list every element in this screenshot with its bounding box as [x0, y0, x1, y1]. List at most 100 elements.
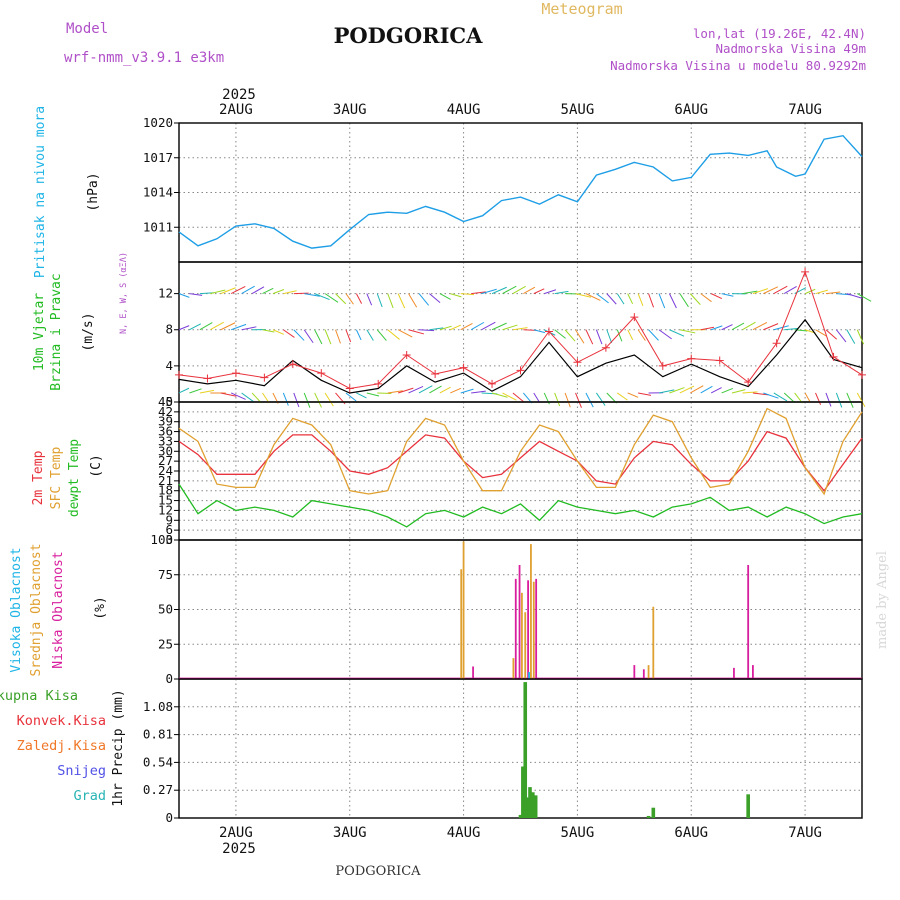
footer-title: PODGORICA — [335, 864, 421, 879]
wind-barb — [533, 288, 545, 295]
wind-barb — [314, 293, 330, 301]
wind-gust-marker — [715, 356, 724, 365]
precip-bar — [533, 795, 538, 818]
wind-barb — [272, 329, 284, 335]
temp-ytick-label: 6 — [165, 522, 173, 537]
cloud-ytick-label: 50 — [158, 602, 173, 617]
wind-barb — [450, 387, 462, 394]
wind-barb — [356, 392, 367, 399]
wind-barb — [825, 392, 832, 407]
wind-gust-marker — [374, 379, 383, 388]
temp-side-label-1: 2m Temp — [31, 450, 46, 505]
wind-barb — [825, 329, 838, 340]
wind-barb — [846, 293, 863, 299]
wind-speed-line — [178, 318, 863, 394]
wind-barb — [679, 385, 695, 394]
wind-barb — [397, 387, 414, 394]
wind-barb — [648, 293, 655, 308]
wind-barb — [481, 288, 497, 295]
wind-barb — [638, 392, 652, 396]
wind-barb — [366, 392, 380, 397]
bottom-day-label: 4AUG — [447, 825, 481, 841]
wind-gust-marker — [801, 267, 810, 276]
wind-barb — [773, 285, 788, 295]
wind-barb — [251, 286, 265, 295]
wind-barb — [418, 329, 435, 332]
precip-legend-conv: Konvek.Kisa — [17, 713, 106, 729]
wind-barb — [564, 392, 571, 408]
temp-ytick-label: 3 — [165, 532, 173, 547]
wind-barb — [366, 293, 373, 306]
wind-barb — [585, 392, 594, 408]
wind-barb — [283, 329, 295, 338]
wind-barb — [439, 293, 451, 300]
wind-barb — [752, 321, 768, 331]
wind-barb — [846, 392, 854, 408]
wind-barb — [324, 329, 332, 345]
wind-barb — [418, 385, 433, 394]
wind-barb — [627, 329, 634, 341]
temp-side-label-3: dewpt Temp — [67, 439, 82, 517]
bottom-day-label: 6AUG — [674, 825, 708, 841]
wind-barb — [721, 293, 734, 297]
wind-barb — [408, 385, 424, 394]
pressure-ytick-label: 1011 — [143, 219, 173, 234]
wind-barb — [721, 387, 733, 394]
cloud-ytick-label: 75 — [158, 567, 173, 582]
wind-barb — [178, 387, 190, 394]
wind-barb — [742, 321, 756, 331]
wind-barb — [585, 329, 594, 345]
wind-barb — [210, 289, 226, 295]
wind-barb — [815, 329, 827, 337]
wind-barb — [303, 392, 311, 408]
wind-barb — [460, 293, 475, 296]
precip-panel: 0 0.27 0.54 0.81 1.08 — [143, 678, 863, 825]
wind-barb — [690, 385, 704, 394]
wind-gust-marker — [687, 354, 696, 363]
precip-bar — [531, 792, 535, 818]
wind-barb — [575, 293, 592, 298]
pressure-line — [178, 134, 863, 249]
wind-barb — [857, 293, 872, 302]
wind-barb — [721, 324, 733, 331]
top-day-label: 3AUG — [333, 102, 367, 118]
wind-barb — [804, 288, 816, 295]
wind-barb — [783, 392, 796, 404]
temp-ytick-label: 15 — [158, 493, 173, 508]
wind-barb — [282, 392, 289, 406]
wind-barb — [679, 329, 696, 334]
temp-dewpt-line — [178, 483, 863, 528]
wind-barb — [491, 286, 507, 295]
precip-legend-hail: Grad — [73, 788, 106, 804]
wind-barb — [512, 392, 525, 403]
wind-barb — [815, 289, 829, 295]
wind-barb — [533, 392, 541, 404]
wind-barb — [856, 329, 865, 345]
wind-gust-marker — [573, 358, 582, 367]
precip-bar — [746, 794, 750, 818]
pressure-panel: 1011 1014 1017 1020 — [143, 115, 863, 263]
temp-ytick-label: 39 — [158, 414, 173, 429]
temp-ytick-label: 9 — [165, 512, 173, 527]
cloud-ytick-label: 25 — [158, 636, 173, 651]
wind-barb — [471, 291, 486, 295]
bottom-day-label: 5AUG — [561, 825, 595, 841]
wind-barb — [355, 293, 363, 304]
wind-gust-marker — [516, 366, 525, 375]
temp-side-label-2: SFC Temp — [49, 447, 64, 510]
model-name: wrf-nmm_v3.9.1 e3km — [64, 50, 224, 66]
wind-panel: 0 4 8 12 — [158, 261, 872, 409]
wind-barb — [366, 329, 374, 341]
precip-bar — [528, 787, 532, 818]
wind-barb — [575, 329, 585, 344]
wind-barb — [606, 293, 617, 305]
wind-barb — [835, 329, 847, 343]
cloud-side-label-3: Niska Oblacnost — [51, 551, 66, 668]
precip-ytick-label: 0.27 — [143, 782, 173, 797]
wind-barb — [595, 329, 603, 345]
wind-barb — [752, 392, 769, 396]
temp-ytick-label: 30 — [158, 443, 173, 458]
wind-barb — [439, 386, 451, 394]
